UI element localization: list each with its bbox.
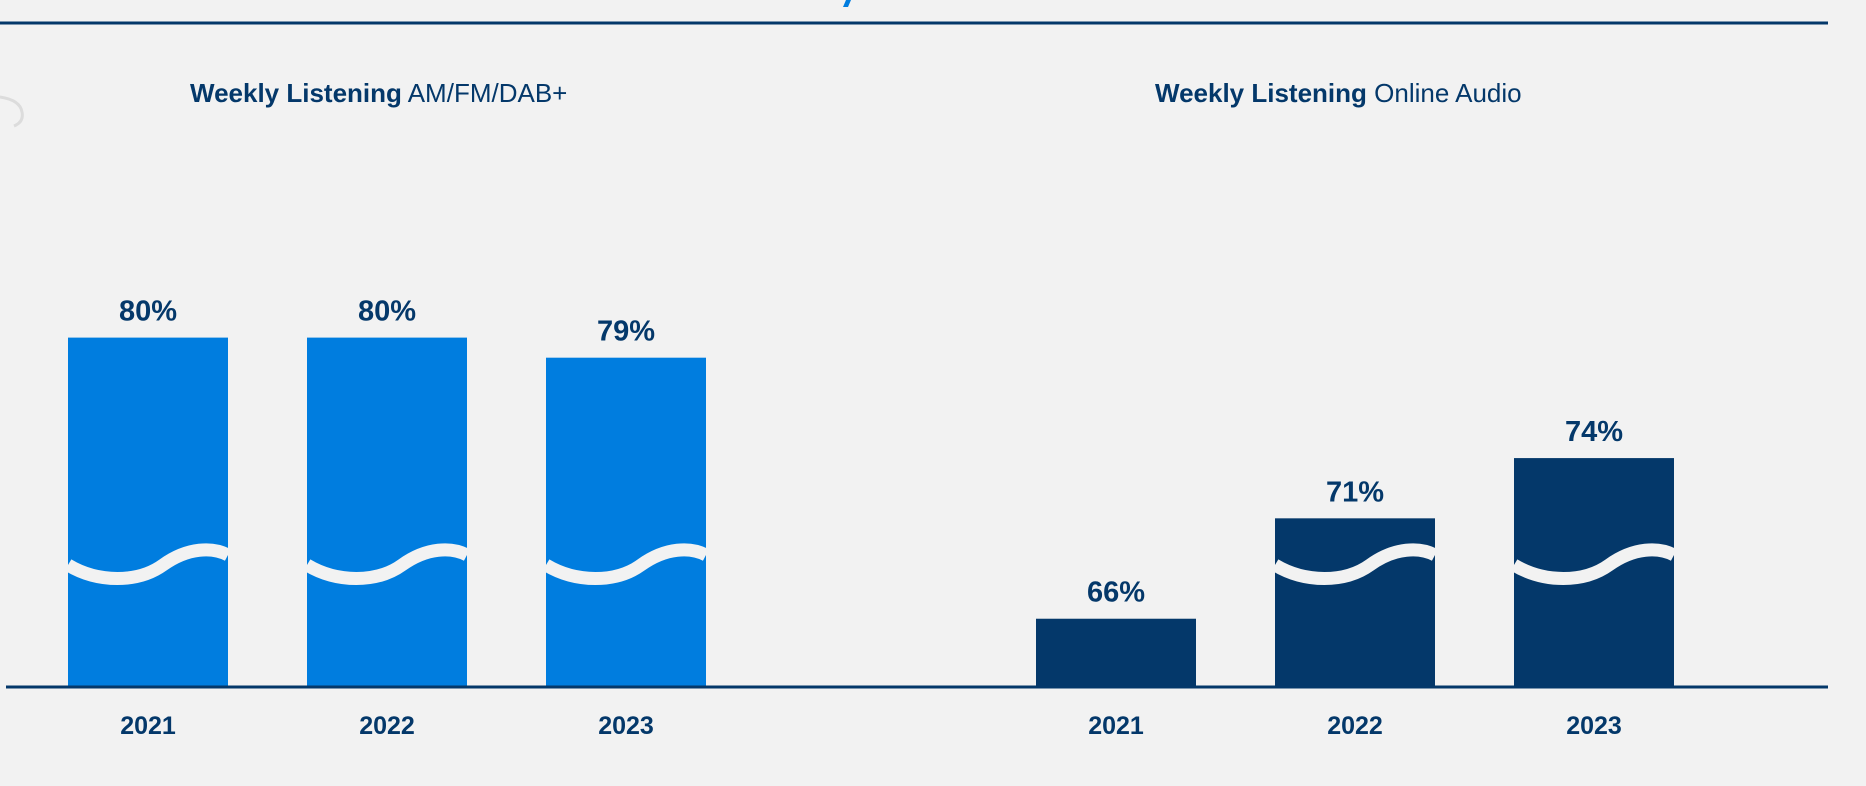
value-label: 80%: [358, 296, 416, 328]
value-label: 79%: [597, 316, 655, 348]
value-label: 74%: [1565, 416, 1623, 448]
bar-2023: [546, 357, 706, 687]
value-label: 80%: [119, 296, 177, 328]
axis-break-mark: [64, 543, 232, 585]
x-tick-label: 2021: [1088, 712, 1144, 740]
bar-2022: [307, 337, 467, 687]
chart-title-am-fm-dab: Weekly Listening AM/FM/DAB+: [190, 78, 567, 109]
axis-break-mark: [542, 543, 710, 585]
chart-title-bold: Weekly Listening: [190, 78, 402, 108]
axis-break-mark: [1271, 543, 1439, 585]
chart-title-light: AM/FM/DAB+: [407, 78, 568, 108]
chart-title-light: Online Audio: [1374, 78, 1522, 108]
x-tick-label: 2023: [1566, 712, 1622, 740]
bar-2021: [68, 337, 228, 687]
chart-title-online-audio: Weekly Listening Online Audio: [1155, 78, 1522, 109]
bar-2021: [1036, 618, 1196, 687]
x-tick-label: 2021: [120, 712, 176, 740]
chart-group-1: 66% 2021 71% 2022 74% 2023: [1032, 416, 1678, 740]
chart-group-0: 80% 2021 80% 2022 79% 2023: [64, 296, 710, 740]
value-label: 71%: [1326, 476, 1384, 508]
axis-break-mark: [303, 543, 471, 585]
x-tick-label: 2023: [598, 712, 654, 740]
top-accent-mark: [843, 0, 851, 7]
value-label: 66%: [1087, 577, 1145, 609]
axis-break-mark: [1032, 543, 1200, 585]
x-tick-label: 2022: [359, 712, 415, 740]
decorative-curl: [0, 95, 24, 128]
x-tick-label: 2022: [1327, 712, 1383, 740]
axis-break-mark: [1510, 543, 1678, 585]
chart-title-bold: Weekly Listening: [1155, 78, 1367, 108]
